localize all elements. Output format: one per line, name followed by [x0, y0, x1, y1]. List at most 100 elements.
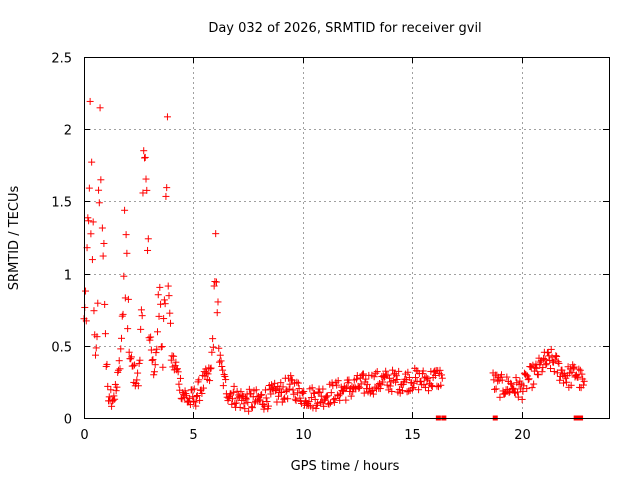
- data-point: [137, 325, 145, 333]
- data-point: [360, 389, 368, 397]
- data-point: [166, 309, 174, 317]
- data-point: [516, 377, 524, 385]
- data-point: [209, 335, 217, 343]
- data-point: [140, 154, 148, 162]
- data-point: [225, 394, 233, 402]
- data-point: [193, 393, 201, 401]
- data-point: [294, 379, 302, 387]
- data-point: [281, 394, 289, 402]
- data-point: [286, 380, 294, 388]
- data-point: [208, 348, 216, 356]
- data-point: [230, 382, 238, 390]
- data-point: [170, 352, 178, 360]
- data-point: [295, 385, 303, 393]
- data-point: [138, 312, 146, 320]
- data-point: [162, 192, 170, 200]
- data-point: [327, 399, 335, 407]
- data-point: [113, 383, 121, 391]
- data-point: [415, 386, 423, 394]
- y-tick-label: 1: [64, 269, 72, 284]
- data-point: [214, 298, 222, 306]
- data-point: [333, 391, 341, 399]
- data-point: [186, 401, 194, 409]
- data-point: [147, 333, 155, 341]
- data-point: [110, 392, 118, 400]
- data-point: [142, 175, 150, 183]
- data-point: [221, 372, 229, 380]
- data-point: [271, 379, 279, 387]
- data-points: [80, 97, 588, 421]
- data-point: [103, 360, 111, 368]
- data-point: [421, 383, 429, 391]
- data-point: [575, 365, 583, 373]
- data-point: [320, 396, 328, 404]
- data-point: [580, 377, 588, 385]
- data-point: [155, 312, 163, 320]
- data-point: [496, 393, 504, 401]
- data-point: [530, 380, 538, 388]
- data-point: [222, 376, 230, 384]
- data-point: [257, 391, 265, 399]
- data-point: [503, 373, 511, 381]
- data-point: [267, 390, 275, 398]
- data-point: [319, 385, 327, 393]
- data-point: [211, 277, 219, 285]
- data-point: [325, 400, 333, 408]
- data-point: [312, 404, 320, 412]
- data-point: [278, 388, 286, 396]
- data-point: [118, 312, 126, 320]
- data-point: [576, 366, 584, 374]
- data-point: [395, 386, 403, 394]
- data-point: [173, 365, 181, 373]
- y-tick-label: 1.5: [51, 196, 72, 211]
- data-point: [119, 310, 127, 318]
- data-point: [373, 368, 381, 376]
- data-point: [131, 361, 139, 369]
- data-point: [317, 399, 325, 407]
- data-point: [160, 296, 168, 304]
- data-point: [393, 375, 401, 383]
- data-point: [158, 342, 166, 350]
- data-point: [164, 282, 172, 290]
- data-point: [248, 403, 256, 411]
- data-point: [91, 351, 99, 359]
- data-point: [524, 376, 532, 384]
- x-tick-label: 0: [80, 428, 88, 443]
- data-point: [540, 354, 548, 362]
- data-point: [342, 396, 350, 404]
- data-point: [553, 369, 561, 377]
- data-point: [279, 383, 287, 391]
- data-point: [215, 344, 223, 352]
- data-point: [217, 357, 225, 365]
- y-tick-label: 0.5: [51, 341, 72, 356]
- y-tick-label: 0: [64, 413, 72, 428]
- data-point: [567, 381, 575, 389]
- data-point: [437, 381, 445, 389]
- data-point: [147, 346, 155, 354]
- data-point: [271, 387, 279, 395]
- axis-ticks: [84, 57, 609, 419]
- data-point: [519, 387, 527, 395]
- data-point: [84, 214, 92, 222]
- data-point: [554, 358, 562, 366]
- data-point: [428, 382, 436, 390]
- data-point: [431, 371, 439, 379]
- data-point: [242, 394, 250, 402]
- data-point: [514, 388, 522, 396]
- x-tick-label: 15: [404, 428, 421, 443]
- y-tick-label: 2: [64, 124, 72, 139]
- data-point: [335, 392, 343, 400]
- data-point: [316, 389, 324, 397]
- data-point: [336, 396, 344, 404]
- data-point: [287, 372, 295, 380]
- data-point: [305, 398, 313, 406]
- data-point: [248, 404, 256, 412]
- data-point: [376, 380, 384, 388]
- data-point: [245, 407, 253, 415]
- data-point: [417, 378, 425, 386]
- data-point: [115, 357, 123, 365]
- data-point: [501, 389, 509, 397]
- data-point: [490, 376, 498, 384]
- data-point: [136, 356, 144, 364]
- data-point: [340, 387, 348, 395]
